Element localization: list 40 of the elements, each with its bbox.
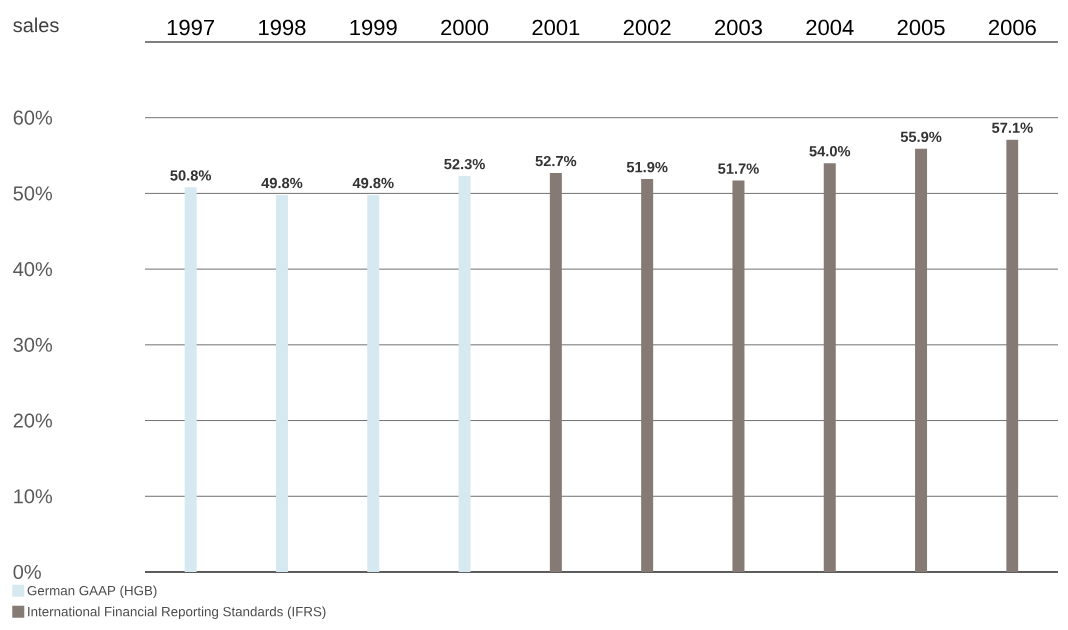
x-tick-label: 2004 — [806, 19, 854, 36]
data-label: 54.0% — [809, 146, 851, 157]
x-tick-label: 1999 — [350, 19, 397, 36]
data-label: 50.8% — [170, 170, 212, 181]
data-label: 52.3% — [444, 158, 485, 170]
bar — [184, 187, 197, 572]
bar — [367, 194, 380, 572]
y-tick-label: 60% — [13, 110, 53, 125]
y-tick-label: 20% — [13, 413, 53, 428]
legend-label: German GAAP (HGB) — [27, 585, 157, 599]
x-tick-label: 2002 — [623, 19, 671, 36]
data-label: 51.7% — [718, 163, 759, 174]
data-label: 49.8% — [352, 177, 394, 189]
bar — [458, 176, 471, 572]
x-tick-label: 2005 — [897, 19, 945, 36]
x-tick-label: 2001 — [532, 19, 580, 36]
y-tick-label: 0% — [13, 564, 41, 580]
y-axis-title: sales — [13, 17, 59, 33]
y-tick-label: 10% — [14, 489, 53, 504]
data-label: 51.9% — [626, 161, 668, 173]
bar — [1006, 139, 1019, 572]
x-tick-label: 2000 — [441, 19, 489, 36]
data-label: 52.7% — [535, 155, 577, 167]
bar — [549, 172, 562, 572]
y-tick-label: 30% — [13, 337, 53, 352]
y-tick-label: 40% — [13, 262, 53, 277]
x-tick-label: 2003 — [715, 19, 762, 36]
legend-label: International Financial Reporting Standards (IFRS) — [28, 606, 326, 619]
bar — [915, 148, 928, 572]
y-tick-label: 50% — [13, 186, 53, 201]
x-tick-label: 1997 — [167, 19, 214, 36]
x-tick-label: 1998 — [259, 19, 306, 36]
bar — [641, 179, 654, 572]
bar — [275, 194, 288, 572]
bar — [732, 180, 745, 572]
data-label: 57.1% — [992, 122, 1033, 133]
data-label: 55.9% — [900, 131, 942, 143]
x-tick-label: 2006 — [988, 19, 1036, 36]
bar — [823, 163, 836, 572]
data-label: 49.8% — [261, 177, 303, 189]
